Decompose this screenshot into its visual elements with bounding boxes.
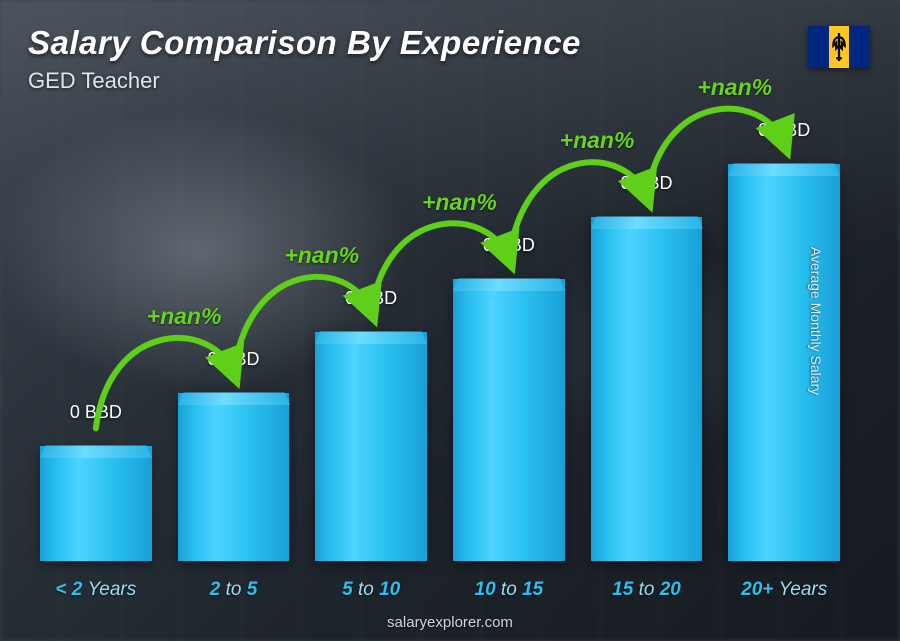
flag-stripe-left [808,26,829,68]
x-axis-label: 20+ Years [728,579,840,601]
x-axis-label: 15 to 20 [591,579,703,601]
flag-stripe-center [829,26,850,68]
bar: 0 BBD [315,332,427,561]
flag-barbados [808,26,870,68]
bar-column: 0 BBD [40,446,152,561]
bar-value-label: 0 BBD [621,173,673,194]
bar-value-label: 0 BBD [70,402,122,423]
bar-column: 0 BBD [178,393,290,561]
bar-column: 0 BBD [453,279,565,561]
bar-value-label: 0 BBD [345,288,397,309]
trident-icon [832,33,846,61]
x-axis-label: < 2 Years [40,579,152,601]
bar: 0 BBD [178,393,290,561]
chart-title: Salary Comparison By Experience [28,24,872,62]
x-axis-label: 5 to 10 [315,579,427,601]
y-axis-label: Average Monthly Salary [808,246,824,394]
x-axis-labels: < 2 Years 2 to 5 5 to 10 10 to 15 15 to 20 20… [40,579,840,601]
bar-value-label: 0 BBD [207,349,259,370]
bar-value-label: 0 BBD [483,235,535,256]
bar-column: 0 BBD [591,217,703,561]
chart-subtitle: GED Teacher [28,68,872,94]
x-axis-label: 10 to 15 [453,579,565,601]
bar-group: 0 BBD0 BBD0 BBD0 BBD0 BBD0 BBD [40,120,840,561]
header: Salary Comparison By Experience GED Teac… [28,24,872,94]
bar-value-label: 0 BBD [758,120,810,141]
bar-column: 0 BBD [315,332,427,561]
flag-stripe-right [849,26,870,68]
x-axis-label: 2 to 5 [178,579,290,601]
chart-area: 0 BBD0 BBD0 BBD0 BBD0 BBD0 BBD [40,120,840,561]
bar: 0 BBD [40,446,152,561]
bar: 0 BBD [591,217,703,561]
bar: 0 BBD [453,279,565,561]
footer-credit: salaryexplorer.com [0,614,900,631]
